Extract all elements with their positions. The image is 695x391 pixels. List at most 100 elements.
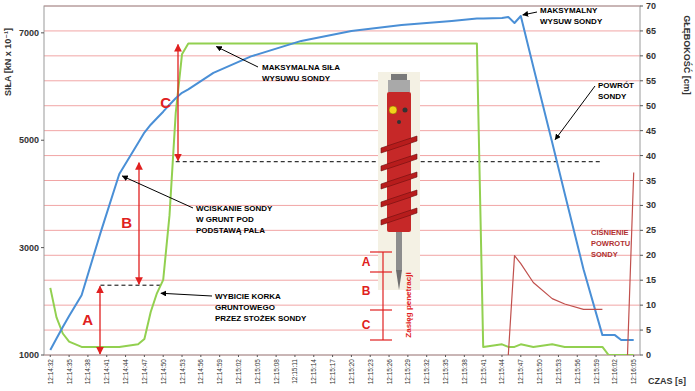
- x-tick-label: 12:14:41: [103, 359, 110, 385]
- probe-scale-tick: [370, 309, 392, 310]
- x-tick: [200, 355, 201, 357]
- probe-flight: [381, 154, 417, 171]
- y2-tick-label: 10: [646, 300, 656, 310]
- y2-tick-label: 45: [646, 126, 656, 136]
- x-tick-label: 12:15:08: [273, 359, 280, 385]
- page: {"chart_data": { "type": "line", "x_labe…: [0, 0, 695, 391]
- x-tick: [464, 355, 465, 357]
- x-tick: [351, 355, 352, 357]
- x-tick-label: 12:15:35: [442, 359, 449, 385]
- x-tick-label: 12:15:14: [310, 359, 317, 385]
- x-tick: [332, 355, 333, 357]
- probe-sensor: [389, 106, 397, 114]
- probe-caption: Zasięg penetracji: [404, 272, 413, 337]
- y2-tick: [640, 155, 643, 156]
- x-tick: [389, 355, 390, 357]
- probe-sensor: [397, 120, 401, 124]
- grid-line: [44, 55, 640, 56]
- grid-line: [44, 130, 640, 131]
- x-tick: [257, 355, 258, 357]
- probe-scale-tick: [370, 339, 392, 340]
- annotation: POWRÓT: [598, 81, 634, 90]
- x-tick-label: 12:14:59: [216, 359, 223, 385]
- y2-tick: [640, 205, 643, 206]
- x-tick: [407, 355, 408, 357]
- x-tick: [182, 355, 183, 357]
- y2-tick-label: 40: [646, 151, 656, 161]
- annotation: W GRUNT POD: [196, 215, 254, 224]
- x-tick-label: 12:15:38: [461, 359, 468, 385]
- x-tick: [294, 355, 295, 357]
- annotation: SONDY: [591, 250, 618, 259]
- annotation-arrow: [216, 47, 258, 67]
- y2-tick-label: 5: [646, 325, 651, 335]
- y2-tick: [640, 355, 643, 356]
- probe-tip: [396, 270, 402, 290]
- y2-tick: [640, 280, 643, 281]
- range-label: A: [82, 311, 93, 328]
- x-tick-label: 12:14:44: [122, 359, 129, 385]
- series-line: [50, 44, 633, 355]
- annotation-arrow: [161, 293, 212, 296]
- y2-tick-label: 20: [646, 250, 656, 260]
- x-tick-label: 12:15:53: [555, 359, 562, 385]
- x-tick-label: 12:15:05: [254, 359, 261, 385]
- background: [0, 0, 695, 391]
- x-tick-label: 12:15:50: [536, 359, 543, 385]
- x-tick-label: 12:15:11: [291, 359, 298, 384]
- x-tick: [633, 355, 634, 357]
- x-tick: [125, 355, 126, 357]
- x-tick: [539, 355, 540, 357]
- x-tick: [370, 355, 371, 357]
- x-tick: [238, 355, 239, 357]
- y-tick-label: 1000: [19, 350, 39, 360]
- y2-tick: [640, 130, 643, 131]
- y2-axis-title: GŁĘBOKOŚĆ [cm]: [682, 15, 693, 95]
- x-tick-label: 12:15:02: [235, 359, 242, 385]
- x-tick: [219, 355, 220, 357]
- y2-tick-label: 35: [646, 176, 656, 186]
- range-label: C: [160, 94, 171, 111]
- annotation: PRZEZ STOŻEK SONDY: [215, 314, 307, 323]
- probe-flight: [381, 190, 417, 207]
- x-tick: [163, 355, 164, 357]
- y-tick-label: 7000: [19, 28, 39, 38]
- grid-line: [44, 105, 640, 106]
- y2-tick-label: 55: [646, 76, 656, 86]
- y2-tick: [640, 255, 643, 256]
- grid-line: [44, 30, 640, 31]
- x-tick-label: 12:14:56: [197, 359, 204, 385]
- x-tick-label: 12:15:26: [386, 359, 393, 385]
- probe-background: [378, 72, 420, 290]
- y2-tick: [640, 30, 643, 31]
- annotation: MAKSYMALNA SIŁA: [262, 63, 340, 72]
- y2-tick-label: 0: [646, 350, 651, 360]
- y2-tick: [640, 305, 643, 306]
- y2-tick: [640, 105, 643, 106]
- y-axis-title: SIŁA [kN x 10⁻¹]: [3, 28, 13, 96]
- probe-scale-tick: [370, 251, 392, 252]
- y-tick: [41, 247, 44, 248]
- x-tick-label: 12:15:41: [480, 359, 487, 385]
- x-tick-label: 12:15:59: [593, 359, 600, 385]
- probe-flight: [381, 172, 417, 189]
- annotation: CIŚNIENIE: [591, 228, 629, 237]
- y-tick-label: 5000: [19, 135, 39, 145]
- chart: 1000300050007000051015202530354045505560…: [0, 0, 695, 391]
- y2-tick: [640, 6, 643, 7]
- annotation-arrow: [523, 12, 537, 15]
- y-tick: [41, 355, 44, 356]
- x-tick-label: 12:16:05: [630, 359, 637, 385]
- grid-line: [44, 205, 640, 206]
- probe-rod: [396, 232, 402, 270]
- annotation: PODSTAWĄ PALA: [196, 226, 265, 235]
- annotation-arrow: [122, 176, 193, 208]
- probe-scale-tick: [370, 271, 392, 272]
- x-axis-title: CZAS [s]: [648, 376, 686, 386]
- x-tick-label: 12:15:47: [517, 359, 524, 385]
- y2-tick-label: 30: [646, 200, 656, 210]
- x-tick-label: 12:14:32: [47, 359, 54, 385]
- probe-flight: [381, 136, 417, 153]
- x-tick: [106, 355, 107, 357]
- x-tick-label: 12:16:02: [611, 359, 618, 385]
